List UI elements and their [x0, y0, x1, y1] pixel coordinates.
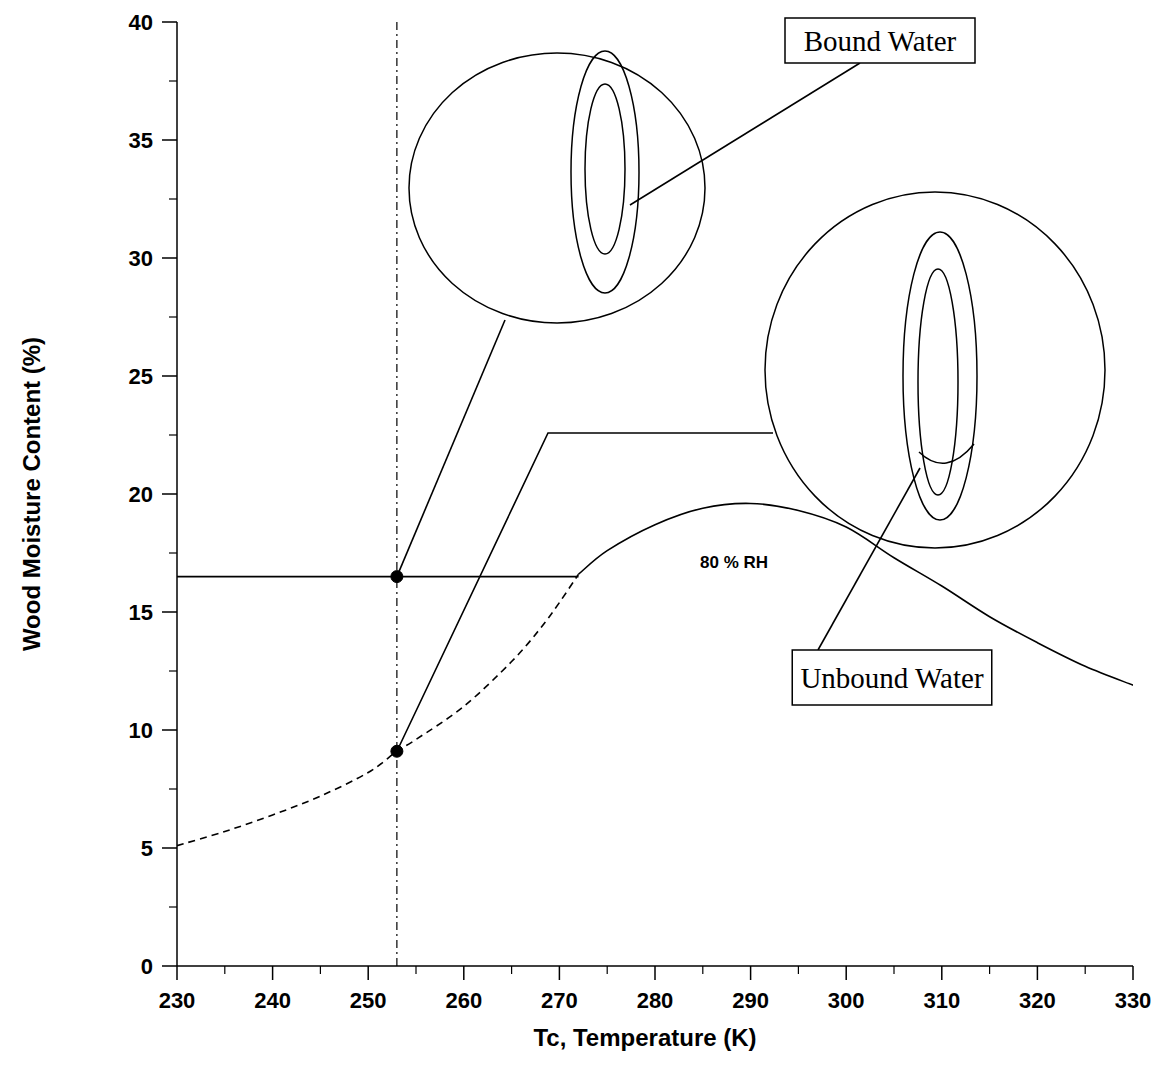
- label-box: [792, 650, 992, 705]
- x-tick: [367, 966, 369, 980]
- y-minor-tick: [169, 434, 177, 435]
- y-tick: [162, 729, 177, 731]
- x-minor-tick: [989, 966, 990, 974]
- x-tick-label: 250: [350, 988, 387, 1013]
- curve-label: 80 % RH: [700, 553, 768, 572]
- x-minor-tick: [224, 966, 225, 974]
- y-tick-label: 40: [129, 10, 153, 35]
- y-tick-label: 0: [141, 954, 153, 979]
- y-tick-label: 30: [129, 246, 153, 271]
- y-tick-label: 5: [141, 836, 153, 861]
- cell-wall-inner: [585, 84, 625, 254]
- y-tick-label: 35: [129, 128, 153, 153]
- y-tick-label: 20: [129, 482, 153, 507]
- magnified-circle: [409, 53, 705, 323]
- y-tick: [162, 847, 177, 849]
- box-label: Bound Water: [804, 25, 957, 57]
- x-tick: [941, 966, 943, 980]
- leader-line: [397, 320, 505, 577]
- magnified-circle: [765, 192, 1105, 548]
- y-tick-label: 15: [129, 600, 153, 625]
- water-meniscus: [919, 444, 974, 463]
- line-series: [396, 22, 397, 966]
- x-minor-tick: [893, 966, 894, 974]
- label-box: [785, 18, 975, 63]
- y-tick-label: 25: [129, 364, 153, 389]
- x-tick-label: 330: [1115, 988, 1152, 1013]
- y-tick: [162, 375, 177, 377]
- x-tick: [845, 966, 847, 980]
- x-tick: [176, 966, 178, 980]
- y-minor-tick: [169, 906, 177, 907]
- diagrams: 80 % RH Bound Water Unbound Water: [397, 18, 1105, 751]
- y-tick-label: 10: [129, 718, 153, 743]
- x-tick: [654, 966, 656, 980]
- y-tick: [162, 965, 177, 967]
- x-axis-title: Tc, Temperature (K): [533, 1024, 756, 1051]
- y-tick: [162, 21, 177, 23]
- x-tick: [1037, 966, 1039, 980]
- x-minor-tick: [702, 966, 703, 974]
- x-tick: [1132, 966, 1134, 980]
- y-minor-tick: [169, 316, 177, 317]
- x-tick-label: 230: [159, 988, 196, 1013]
- axes: 230 240 250 260 270 280 290 300 310 320 330 0 5 10 15 2…: [18, 10, 1151, 1051]
- y-minor-tick: [169, 670, 177, 671]
- x-tick-label: 310: [923, 988, 960, 1013]
- leader-line: [630, 63, 860, 205]
- y-minor-tick: [169, 80, 177, 81]
- y-tick: [162, 493, 177, 495]
- x-tick-label: 240: [254, 988, 291, 1013]
- x-minor-tick: [511, 966, 512, 974]
- series-group: [177, 22, 1133, 966]
- y-tick: [162, 139, 177, 141]
- x-tick-label: 320: [1019, 988, 1056, 1013]
- x-tick-label: 280: [637, 988, 674, 1013]
- x-minor-tick: [607, 966, 608, 974]
- line-series: [177, 574, 579, 845]
- cell-wall-outer: [903, 232, 977, 520]
- line-series: [177, 576, 579, 578]
- y-tick: [162, 257, 177, 259]
- x-minor-tick: [320, 966, 321, 974]
- x-tick-label: 270: [541, 988, 578, 1013]
- x-tick: [463, 966, 465, 980]
- x-tick: [750, 966, 752, 980]
- cell-wall-outer: [571, 51, 639, 293]
- chart: 230 240 250 260 270 280 290 300 310 320 330 0 5 10 15 2…: [0, 0, 1167, 1085]
- x-minor-tick: [415, 966, 416, 974]
- box-label: Unbound Water: [800, 662, 984, 694]
- y-tick: [162, 611, 177, 613]
- x-tick-label: 300: [828, 988, 865, 1013]
- y-minor-tick: [169, 552, 177, 553]
- x-minor-tick: [1085, 966, 1086, 974]
- y-minor-tick: [169, 198, 177, 199]
- leader-line: [397, 433, 773, 751]
- x-tick-label: 260: [445, 988, 482, 1013]
- y-minor-tick: [169, 788, 177, 789]
- leader-line: [818, 468, 920, 650]
- x-tick: [559, 966, 561, 980]
- x-tick-label: 290: [732, 988, 769, 1013]
- x-minor-tick: [798, 966, 799, 974]
- x-tick: [272, 966, 274, 980]
- y-axis-title: Wood Moisture Content (%): [18, 337, 45, 651]
